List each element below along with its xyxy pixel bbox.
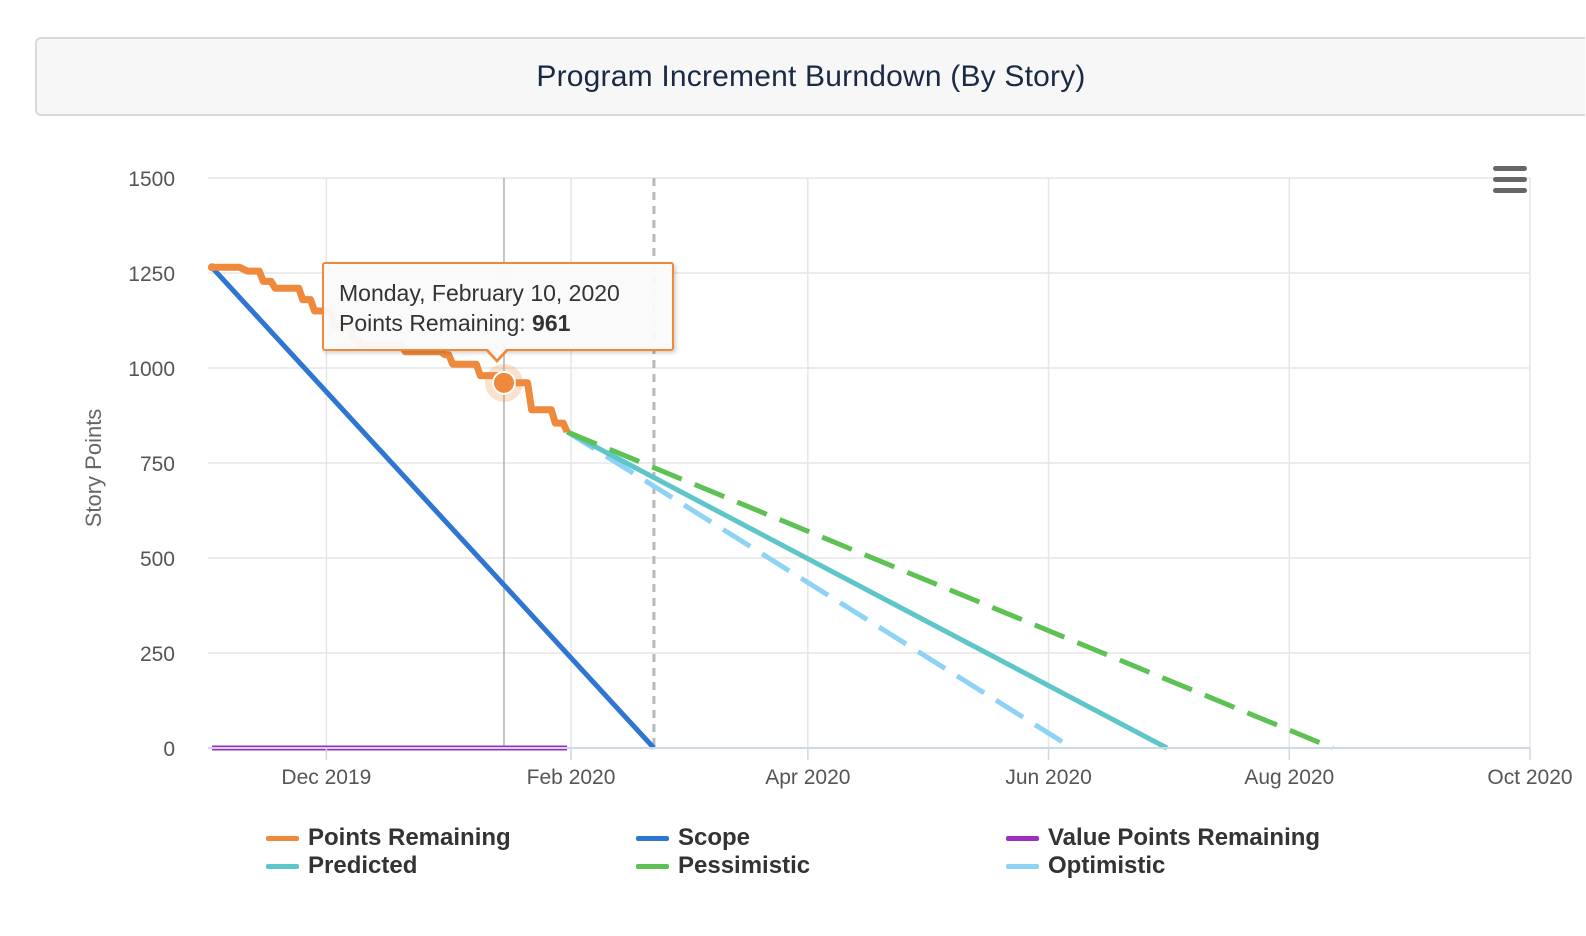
legend-swatch bbox=[266, 863, 299, 869]
series-line-optimistic bbox=[565, 429, 1074, 751]
y-tick-label: 750 bbox=[140, 453, 175, 476]
y-tick-label: 1500 bbox=[128, 168, 175, 191]
legend-label: Optimistic bbox=[1048, 852, 1166, 879]
x-tick-label: Jun 2020 bbox=[1005, 766, 1091, 789]
legend-swatch bbox=[636, 835, 669, 841]
legend-swatch bbox=[266, 835, 299, 841]
legend-item-points-remaining[interactable]: Points Remaining bbox=[266, 824, 511, 852]
series-line-pessimistic bbox=[566, 429, 1334, 751]
x-tick-label: Dec 2019 bbox=[281, 766, 371, 789]
tooltip-date: Monday, February 10, 2020 bbox=[339, 280, 620, 306]
x-tick-label: Oct 2020 bbox=[1487, 766, 1572, 789]
legend-label: Points Remaining bbox=[308, 824, 511, 851]
chart-legend: Points Remaining Scope Value Points Remain… bbox=[266, 824, 1466, 884]
tooltip-value: 961 bbox=[532, 310, 571, 336]
series-layer bbox=[210, 263, 1334, 751]
menu-bar bbox=[1493, 177, 1527, 182]
legend-swatch bbox=[1006, 835, 1039, 841]
legend-item-predicted[interactable]: Predicted bbox=[266, 852, 417, 880]
menu-bar bbox=[1493, 188, 1527, 193]
y-tick-label: 250 bbox=[140, 643, 175, 666]
legend-item-optimistic[interactable]: Optimistic bbox=[1006, 852, 1165, 880]
menu-bar bbox=[1493, 166, 1527, 171]
x-tick-label: Aug 2020 bbox=[1244, 766, 1334, 789]
x-tick-label: Apr 2020 bbox=[765, 766, 850, 789]
tooltip-pointer-fill bbox=[487, 348, 507, 359]
legend-item-scope[interactable]: Scope bbox=[636, 824, 750, 852]
legend-label: Pessimistic bbox=[678, 852, 811, 879]
legend-swatch bbox=[1006, 863, 1039, 869]
start-point-marker bbox=[207, 263, 216, 272]
tooltip-line: Points Remaining: 961 bbox=[339, 308, 672, 338]
marker-layer bbox=[207, 263, 523, 402]
y-tick-label: 500 bbox=[140, 548, 175, 571]
hamburger-menu-icon[interactable] bbox=[1493, 166, 1527, 196]
tooltip-series-label: Points Remaining: bbox=[339, 310, 526, 336]
series-line-predicted bbox=[565, 429, 1169, 751]
legend-item-value-points-remaining[interactable]: Value Points Remaining bbox=[1006, 824, 1320, 852]
legend-item-pessimistic[interactable]: Pessimistic bbox=[636, 852, 810, 880]
data-tooltip: Monday, February 10, 2020 Points Remaini… bbox=[322, 262, 674, 363]
legend-label: Scope bbox=[678, 824, 751, 851]
axes: 0 250 500 750 1000 1250 1500 Dec 2019 Feb 2020 Ap… bbox=[81, 168, 1573, 789]
y-tick-label: 1000 bbox=[128, 358, 175, 381]
chart-title-panel: Program Increment Burndown (By Story) bbox=[35, 37, 1585, 116]
y-tick-label: 0 bbox=[163, 738, 175, 761]
hover-point-marker bbox=[491, 370, 516, 395]
legend-label: Value Points Remaining bbox=[1048, 824, 1321, 851]
legend-label: Predicted bbox=[308, 852, 418, 879]
x-tick-label: Feb 2020 bbox=[527, 766, 616, 789]
chart-title: Program Increment Burndown (By Story) bbox=[536, 59, 1086, 93]
series-line-scope bbox=[210, 265, 656, 750]
y-tick-label: 1250 bbox=[128, 263, 175, 286]
legend-swatch bbox=[636, 863, 669, 869]
y-axis-title: Story Points bbox=[81, 409, 106, 528]
